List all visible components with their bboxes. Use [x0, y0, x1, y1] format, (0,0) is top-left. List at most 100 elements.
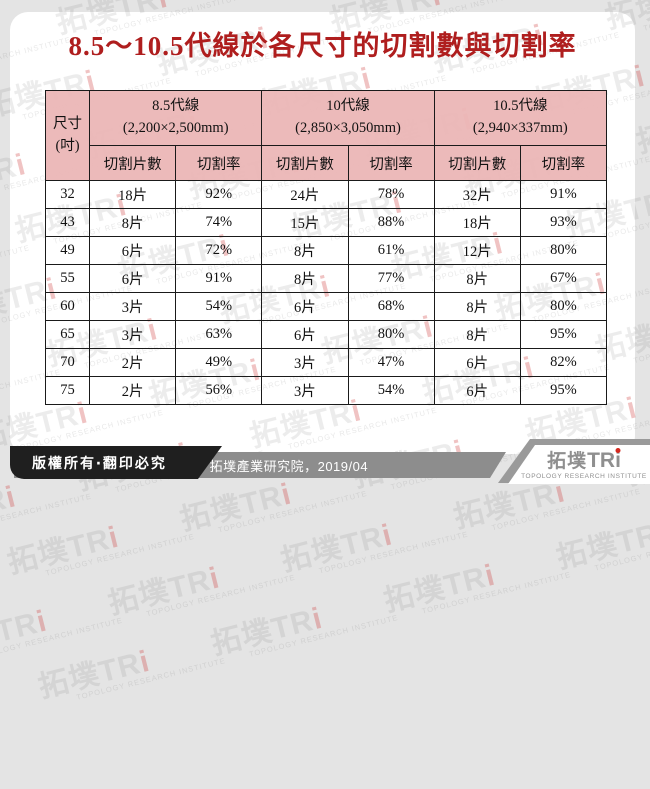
size-cell: 43: [46, 209, 90, 237]
value-cell: 93%: [520, 209, 606, 237]
page-title: 8.5～10.5代線於各尺寸的切割數與切割率: [10, 24, 635, 63]
value-cell: 80%: [520, 293, 606, 321]
value-cell: 3片: [90, 321, 176, 349]
value-cell: 6片: [434, 349, 520, 377]
header-group-10-5: 10.5代線 (2,940×337mm): [434, 91, 606, 146]
size-cell: 55: [46, 265, 90, 293]
tri-logo-wordmark: 拓墣TRi: [547, 450, 621, 471]
header-size-line2: (吋): [46, 136, 89, 157]
value-cell: 3片: [90, 293, 176, 321]
value-cell: 78%: [348, 181, 434, 209]
value-cell: 8片: [262, 265, 348, 293]
value-cell: 6片: [434, 377, 520, 405]
value-cell: 56%: [176, 377, 262, 405]
group-dims: (2,200×2,500mm): [90, 118, 261, 140]
size-cell: 60: [46, 293, 90, 321]
value-cell: 8片: [434, 265, 520, 293]
logo-i-red-dot: i: [615, 449, 621, 472]
value-cell: 12片: [434, 237, 520, 265]
value-cell: 54%: [176, 293, 262, 321]
header-group-10: 10代線 (2,850×3,050mm): [262, 91, 434, 146]
group-name: 10.5代線: [435, 96, 606, 118]
value-cell: 91%: [176, 265, 262, 293]
group-name: 8.5代線: [90, 96, 261, 118]
table-container: 尺寸 (吋) 8.5代線 (2,200×2,500mm) 10代線 (2,850…: [45, 90, 607, 405]
copyright-text: 版權所有‧翻印必究: [10, 453, 167, 473]
value-cell: 91%: [520, 181, 606, 209]
table-header-group-row: 尺寸 (吋) 8.5代線 (2,200×2,500mm) 10代線 (2,850…: [46, 91, 607, 146]
logo-zh-text: 拓墣: [547, 451, 587, 472]
table-header-sub-row: 切割片數 切割率 切割片數 切割率 切割片數 切割率: [46, 146, 607, 181]
value-cell: 72%: [176, 237, 262, 265]
value-cell: 74%: [176, 209, 262, 237]
value-cell: 77%: [348, 265, 434, 293]
size-cell: 65: [46, 321, 90, 349]
value-cell: 95%: [520, 321, 606, 349]
value-cell: 6片: [262, 293, 348, 321]
logo-en-text: TR: [587, 449, 615, 472]
value-cell: 6片: [90, 265, 176, 293]
value-cell: 15片: [262, 209, 348, 237]
copyright-banner: 版權所有‧翻印必究: [10, 446, 222, 479]
value-cell: 88%: [348, 209, 434, 237]
value-cell: 80%: [520, 237, 606, 265]
slide: { "title": "8.5～10.5代線於各尺寸的切割數與切割率", "wa…: [0, 0, 650, 485]
value-cell: 18片: [434, 209, 520, 237]
value-cell: 92%: [176, 181, 262, 209]
value-cell: 63%: [176, 321, 262, 349]
value-cell: 2片: [90, 349, 176, 377]
value-cell: 8片: [262, 237, 348, 265]
header-size-line1: 尺寸: [46, 114, 89, 135]
value-cell: 61%: [348, 237, 434, 265]
value-cell: 8片: [434, 321, 520, 349]
size-cell: 32: [46, 181, 90, 209]
subheader-rate: 切割率: [520, 146, 606, 181]
logo-subtitle: TOPOLOGY RESEARCH INSTITUTE: [521, 473, 647, 480]
value-cell: 95%: [520, 377, 606, 405]
group-dims: (2,850×3,050mm): [262, 118, 433, 140]
value-cell: 3片: [262, 377, 348, 405]
value-cell: 18片: [90, 181, 176, 209]
value-cell: 68%: [348, 293, 434, 321]
subheader-rate: 切割率: [348, 146, 434, 181]
value-cell: 67%: [520, 265, 606, 293]
value-cell: 47%: [348, 349, 434, 377]
value-cell: 8片: [90, 209, 176, 237]
subheader-pieces: 切割片數: [434, 146, 520, 181]
value-cell: 82%: [520, 349, 606, 377]
value-cell: 8片: [434, 293, 520, 321]
value-cell: 49%: [176, 349, 262, 377]
value-cell: 54%: [348, 377, 434, 405]
value-cell: 6片: [90, 237, 176, 265]
data-table: 尺寸 (吋) 8.5代線 (2,200×2,500mm) 10代線 (2,850…: [45, 90, 607, 405]
size-cell: 75: [46, 377, 90, 405]
group-dims: (2,940×337mm): [435, 118, 606, 140]
subheader-rate: 切割率: [176, 146, 262, 181]
value-cell: 80%: [348, 321, 434, 349]
value-cell: 24片: [262, 181, 348, 209]
size-cell: 49: [46, 237, 90, 265]
header-group-8-5: 8.5代線 (2,200×2,500mm): [90, 91, 262, 146]
value-cell: 32片: [434, 181, 520, 209]
group-name: 10代線: [262, 96, 433, 118]
value-cell: 3片: [262, 349, 348, 377]
